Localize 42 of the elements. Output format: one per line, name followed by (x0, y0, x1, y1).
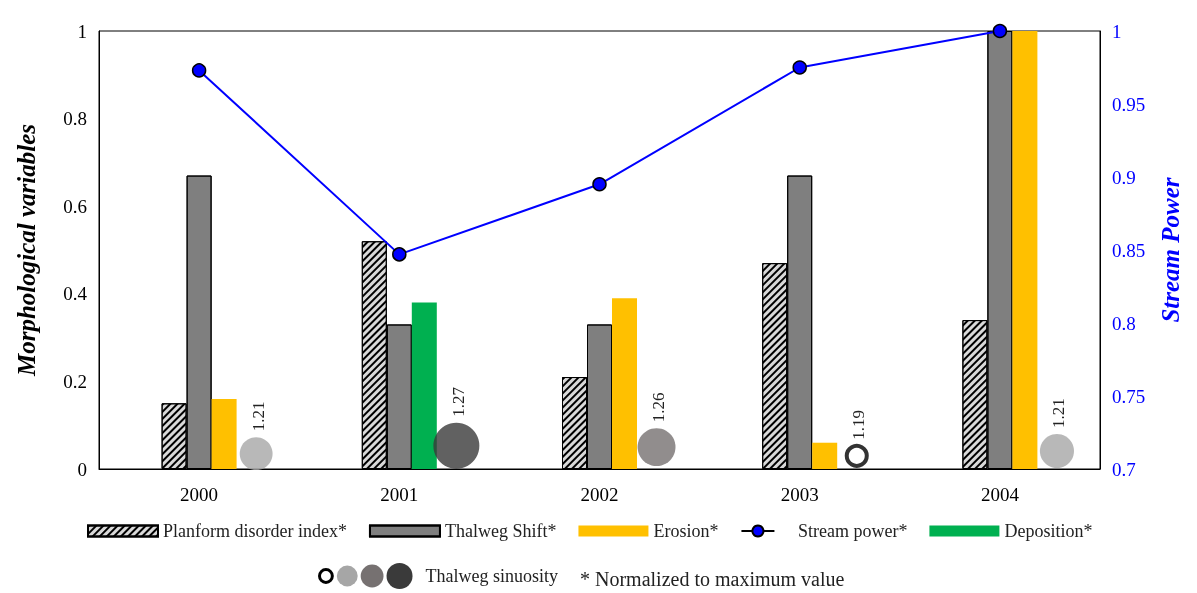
x-tick-label: 2002 (580, 484, 619, 505)
annotation: 1.26 (649, 392, 669, 423)
legend-label: Thalweg Shift* (444, 521, 557, 541)
y2-tick-label: 0.75 (1112, 385, 1146, 407)
y-tick-label: 0.6 (63, 195, 87, 217)
y2-tick-label: 0.95 (1112, 93, 1146, 115)
text: * Normalized to maximum value (580, 568, 845, 590)
x-tick-label: 2004 (980, 484, 1020, 505)
bar (411, 302, 437, 469)
legend-label: Stream power* (797, 521, 908, 541)
bar (211, 398, 237, 469)
y2-tick-label: 0.85 (1112, 239, 1146, 261)
point (592, 177, 607, 192)
y-tick-label: 1 (77, 20, 87, 42)
annotation: 1.19 (849, 410, 869, 440)
y2-tick-label: 0.8 (1112, 312, 1136, 334)
legend-label: Planform disorder index* (163, 521, 347, 541)
point (992, 23, 1008, 39)
point (392, 247, 407, 262)
legend-label: Deposition* (1004, 521, 1093, 541)
annotation: 1.21 (1049, 398, 1069, 428)
x-tick-label: 2000 (180, 484, 219, 505)
bar (812, 442, 838, 469)
y2-tick-label: 0.7 (1112, 458, 1136, 480)
bar (612, 298, 637, 469)
y-tick-label: 0 (77, 458, 87, 480)
point (792, 60, 807, 75)
legend-label: Thalweg sinuosity (425, 565, 559, 587)
point (191, 63, 207, 78)
y-tick-label: 0.4 (63, 283, 88, 305)
y2-tick-label: 1 (1112, 20, 1122, 42)
annotation: 1.21 (248, 401, 268, 432)
annotation: 1.27 (448, 386, 468, 417)
y2-axis-title: Stream Power (1157, 177, 1184, 323)
bar (1012, 31, 1038, 469)
y2-tick-label: 0.9 (1112, 166, 1136, 188)
y-tick-label: 0.2 (63, 370, 87, 392)
legend-label: Erosion* (653, 521, 719, 541)
y-tick-label: 0.8 (63, 108, 87, 130)
y-axis-title: Morphological variables (13, 123, 40, 378)
x-tick-label: 2001 (380, 484, 419, 505)
x-tick-label: 2003 (780, 484, 819, 505)
